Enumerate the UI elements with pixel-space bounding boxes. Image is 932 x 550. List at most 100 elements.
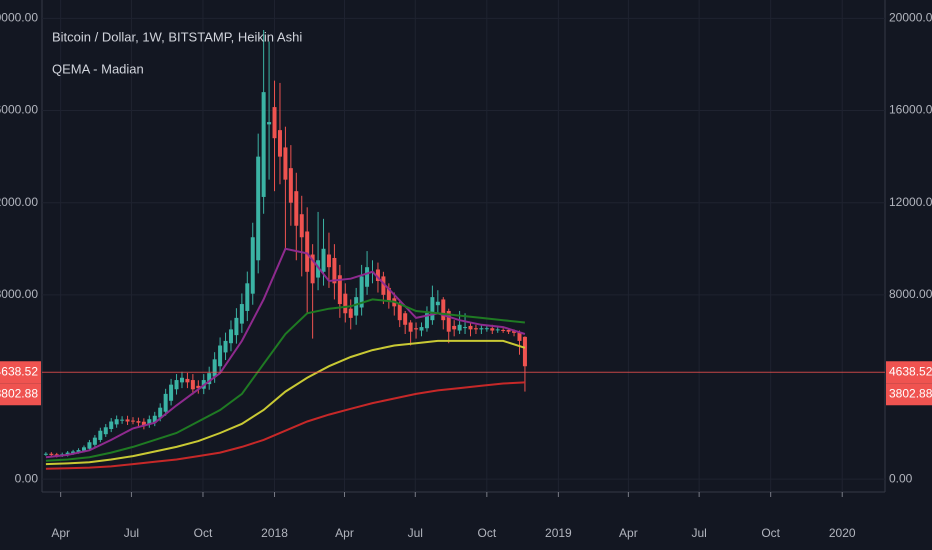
candle-body — [522, 336, 527, 367]
candle-body — [163, 393, 168, 412]
candle-body — [517, 332, 522, 341]
candle-body — [92, 437, 97, 445]
candle-body — [71, 451, 76, 454]
candle-body — [283, 147, 288, 180]
candle-body — [196, 385, 201, 389]
candle-body — [87, 442, 92, 449]
price-label-box — [0, 361, 41, 384]
candle-body — [305, 231, 310, 272]
candle-body — [261, 92, 266, 197]
candle-body — [386, 287, 391, 302]
candle-body — [147, 419, 152, 425]
candle-body — [381, 276, 386, 295]
candle-body — [512, 331, 517, 333]
candle-body — [310, 254, 315, 284]
candle-body — [359, 276, 364, 308]
x-tick-label: Apr — [51, 526, 70, 540]
y-tick-label-right: 0.00 — [889, 471, 913, 485]
candle-body — [272, 107, 277, 139]
indicator-name: QEMA - Madian — [52, 61, 144, 76]
candle-body — [435, 301, 440, 306]
candle-body — [468, 325, 473, 330]
candle-body — [299, 214, 304, 238]
candle-body — [403, 313, 408, 325]
candle-body — [207, 373, 212, 385]
candle-body — [136, 421, 141, 423]
candle-body — [228, 329, 233, 344]
candle-body — [337, 275, 342, 305]
candle-body — [397, 304, 402, 321]
candle-body — [43, 453, 48, 455]
candle-body — [152, 415, 157, 423]
candle-body — [179, 377, 184, 383]
candle-body — [245, 283, 250, 311]
indicator-line — [45, 381, 525, 470]
candle-body — [446, 310, 451, 332]
candle-body — [479, 328, 484, 330]
candle-body — [484, 328, 489, 330]
candle-body — [430, 297, 435, 321]
candle-body — [294, 191, 299, 226]
y-tick-label-right: 8000.00 — [889, 287, 932, 301]
candle-body — [463, 327, 468, 329]
x-tick-label: Jul — [691, 526, 706, 540]
price-label: 4638.52 — [0, 364, 38, 378]
candle-body — [125, 419, 130, 422]
candle-body — [365, 267, 370, 287]
price-label: 3802.88 — [0, 386, 38, 400]
candle-body — [174, 380, 179, 390]
candle-body — [441, 299, 446, 321]
candle-body — [218, 345, 223, 367]
candle-body — [65, 452, 70, 456]
candle-body — [424, 313, 429, 329]
candle-body — [316, 260, 321, 278]
candle-body — [506, 329, 511, 332]
candle-body — [169, 384, 174, 401]
price-label: 4638.52 — [889, 364, 932, 378]
x-tick-label: 2018 — [261, 526, 288, 540]
x-tick-label: 2019 — [545, 526, 572, 540]
candle-body — [414, 328, 419, 330]
x-tick-label: Jul — [124, 526, 139, 540]
candle-body — [141, 421, 146, 427]
price-label-box — [886, 361, 932, 384]
candle-body — [158, 407, 163, 418]
candle-body — [114, 419, 119, 425]
x-tick-label: Oct — [477, 526, 496, 540]
candle-body — [332, 257, 337, 284]
candle-body — [234, 317, 239, 336]
y-tick-label-left: 0.00 — [15, 471, 39, 485]
candle-body — [250, 237, 255, 294]
candle-body — [185, 378, 190, 383]
x-tick-label: Apr — [335, 526, 354, 540]
candle-body — [348, 308, 353, 318]
y-tick-label-left: 20000.00 — [0, 11, 38, 25]
y-tick-label-left: 12000.00 — [0, 195, 38, 209]
candle-body — [375, 269, 380, 282]
candle-body — [223, 340, 228, 353]
price-label: 3802.88 — [889, 386, 932, 400]
candle-body — [109, 421, 114, 430]
price-label-box — [886, 383, 932, 406]
candle-body — [130, 420, 135, 422]
candle-body — [326, 254, 331, 268]
indicator-line — [45, 339, 526, 466]
candle-body — [256, 156, 261, 261]
candle-body — [103, 427, 108, 435]
x-tick-label: Apr — [619, 526, 638, 540]
indicator-line — [45, 298, 526, 462]
candle-body — [212, 359, 217, 377]
candle-body — [354, 297, 359, 316]
candle-body — [81, 447, 86, 451]
y-tick-label-left: 16000.00 — [0, 103, 38, 117]
candle-body — [452, 325, 457, 330]
candle-body — [277, 130, 282, 157]
chart-title: Bitcoin / Dollar, 1W, BITSTAMP, Heikin A… — [52, 29, 302, 44]
candle-body — [457, 324, 462, 331]
candle-body — [267, 122, 272, 125]
candle-body — [419, 327, 424, 331]
x-tick-label: Oct — [761, 526, 780, 540]
candle-body — [321, 248, 326, 272]
